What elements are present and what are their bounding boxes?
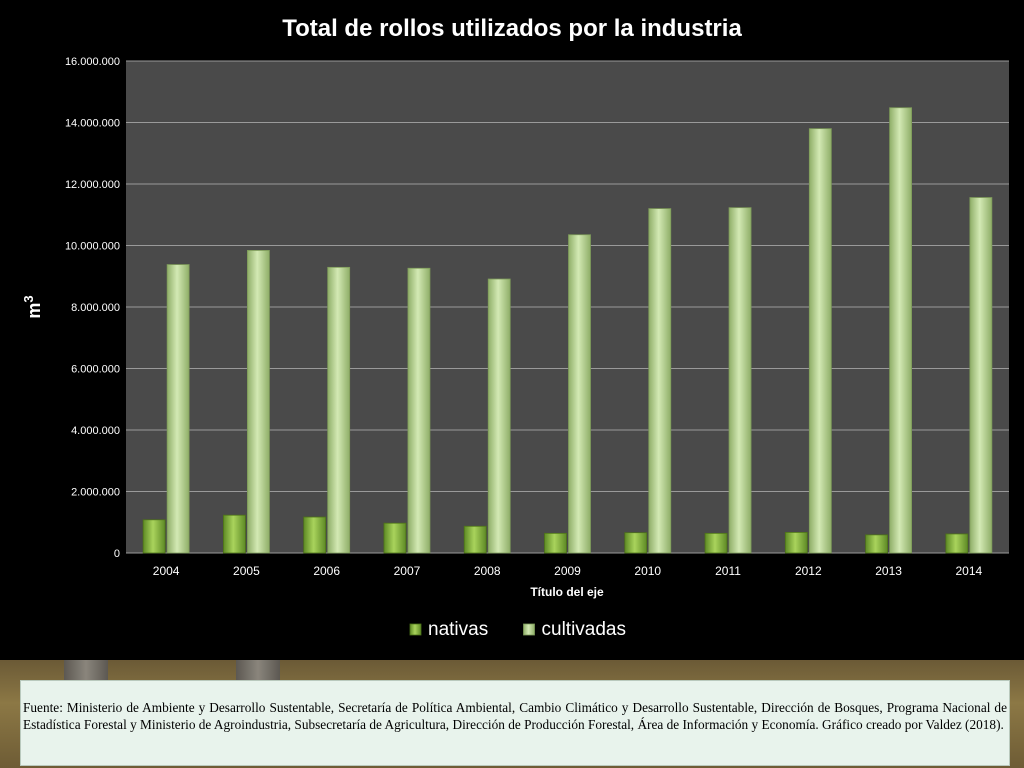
x-tick-label: 2011 <box>715 564 741 578</box>
legend: nativas cultivadas <box>409 619 627 640</box>
x-axis-title: Título del eje <box>530 585 604 599</box>
y-tick-label: 12.000.000 <box>65 179 120 191</box>
bar-nativas-2005 <box>223 514 246 554</box>
bar-cultivadas-2009 <box>568 234 591 554</box>
legend-label-cultivadas: cultivadas <box>542 619 627 640</box>
bar-nativas-2010 <box>624 532 648 554</box>
bar-nativas-2008 <box>463 525 487 554</box>
bar-cultivadas-2012 <box>808 128 832 554</box>
tree-trunk <box>236 660 280 682</box>
x-tick-label: 2010 <box>634 564 661 578</box>
legend-swatch-nativas <box>409 623 422 636</box>
bar-cultivadas-2008 <box>487 278 511 554</box>
bar-nativas-2012 <box>784 531 808 554</box>
x-tick-label: 2007 <box>394 564 421 578</box>
x-tick-label: 2012 <box>795 564 822 578</box>
x-tick-label: 2013 <box>875 564 902 578</box>
y-axis-title: m3 <box>21 295 44 318</box>
legend-swatch-cultivadas <box>523 623 535 636</box>
bar-nativas-2013 <box>865 534 888 554</box>
x-tick-labels: 2004 2005 2006 2007 2008 2009 2010 2011 2012 2013… <box>153 564 983 578</box>
x-tick-label: 2006 <box>313 564 340 578</box>
gridlines <box>126 60 1009 554</box>
bar-nativas-2007 <box>383 522 407 554</box>
x-tick-label: 2005 <box>233 564 260 578</box>
y-axis-title-superscript: 3 <box>21 295 36 302</box>
y-tick-label: 16.000.000 <box>65 56 120 68</box>
bar-cultivadas-2010 <box>648 208 672 554</box>
bar-cultivadas-2013 <box>889 107 912 554</box>
y-tick-label: 6.000.000 <box>71 364 120 376</box>
bar-chart: Total de rollos utilizados por la indust… <box>21 15 1009 640</box>
x-tick-label: 2008 <box>474 564 501 578</box>
bar-cultivadas-2004 <box>166 264 190 554</box>
bar-cultivadas-2011 <box>728 207 752 554</box>
tree-trunk <box>64 660 108 682</box>
bar-nativas-2011 <box>704 532 728 554</box>
chart-panel: Total de rollos utilizados por la indust… <box>21 15 1009 640</box>
bar-cultivadas-2005 <box>247 250 270 554</box>
y-tick-label: 4.000.000 <box>71 425 120 437</box>
x-tick-label: 2004 <box>153 564 180 578</box>
chart-title: Total de rollos utilizados por la indust… <box>282 15 742 42</box>
bar-nativas-2006 <box>303 516 327 554</box>
bar-nativas-2009 <box>544 532 567 554</box>
source-citation: Fuente: Ministerio de Ambiente y Desarro… <box>20 680 1010 766</box>
bar-cultivadas-2006 <box>327 266 351 554</box>
y-tick-label: 14.000.000 <box>65 118 120 130</box>
y-tick-label: 8.000.000 <box>71 302 120 314</box>
y-tick-label: 10.000.000 <box>65 241 120 253</box>
y-tick-labels: 0 2.000.000 4.000.000 6.000.000 8.000.000 10.… <box>65 56 120 560</box>
x-tick-label: 2009 <box>554 564 581 578</box>
y-axis-title-base: m <box>24 303 44 319</box>
bar-nativas-2004 <box>142 519 166 554</box>
bars <box>142 107 993 554</box>
legend-label-nativas: nativas <box>428 619 488 640</box>
bar-nativas-2014 <box>945 533 969 554</box>
y-tick-label: 0 <box>114 548 120 560</box>
y-tick-label: 2.000.000 <box>71 487 120 499</box>
bar-cultivadas-2007 <box>407 267 431 554</box>
x-tick-label: 2014 <box>956 564 983 578</box>
bar-cultivadas-2014 <box>969 197 993 554</box>
